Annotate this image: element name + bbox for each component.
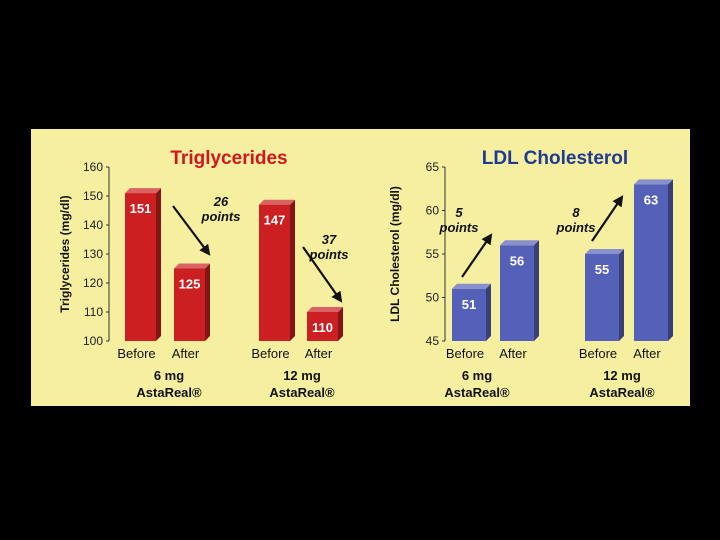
y-tick-label: 100 — [83, 334, 103, 348]
group-dose-label: 12 mg — [603, 368, 641, 383]
group-product-label: AstaReal® — [444, 385, 510, 400]
bar — [500, 245, 534, 341]
bar-side — [205, 263, 210, 341]
x-category-label: Before — [446, 346, 484, 361]
chart-panel: Triglycerides 100 110 120 130 140 150 160 Trigly… — [31, 129, 690, 406]
bar-top — [307, 307, 343, 312]
x-category-label: After — [305, 346, 333, 361]
bar — [585, 254, 619, 341]
change-unit: points — [201, 209, 241, 224]
change-arrow — [302, 246, 343, 303]
charts-svg: Triglycerides 100 110 120 130 140 150 160 Trigly… — [58, 148, 673, 400]
y-tick-label: 130 — [83, 247, 103, 261]
bar-value-label: 147 — [264, 213, 286, 228]
bar — [174, 268, 205, 341]
y-tick-label: 140 — [83, 218, 103, 232]
group-product-label: AstaReal® — [589, 385, 655, 400]
chart-2: LDL Cholesterol 45 50 55 60 65 LDL Cholesterol… — [388, 148, 673, 400]
change-unit: points — [439, 220, 479, 235]
group-dose-label: 6 mg — [462, 368, 492, 383]
chart-title: Triglycerides — [170, 148, 287, 169]
group-product-label: AstaReal® — [269, 385, 335, 400]
x-category-label: After — [499, 346, 527, 361]
change-unit: points — [309, 247, 349, 262]
bar — [125, 193, 156, 341]
bar-side — [534, 240, 539, 341]
y-axis-label: LDL Cholesterol (mg/dl) — [388, 186, 402, 322]
bar-value-label: 55 — [595, 262, 609, 277]
y-tick-label: 50 — [426, 291, 440, 305]
bar — [634, 184, 668, 341]
y-tick-label: 65 — [426, 160, 440, 174]
group-dose-label: 12 mg — [283, 368, 321, 383]
chart-1: Triglycerides 100 110 120 130 140 150 160 Trigly… — [58, 148, 349, 400]
y-tick-label: 150 — [83, 189, 103, 203]
y-tick-label: 45 — [426, 334, 440, 348]
bar-top — [174, 263, 210, 269]
bar — [307, 312, 338, 341]
change-amount: 8 — [572, 205, 580, 220]
bar-value-label: 51 — [462, 297, 476, 312]
bar-side — [619, 249, 624, 341]
change-amount: 5 — [455, 205, 463, 220]
y-tick-label: 110 — [84, 305, 103, 319]
bar-value-label: 125 — [179, 277, 201, 292]
chart-title: LDL Cholesterol — [482, 148, 628, 169]
bar-side — [338, 307, 343, 341]
change-amount: 26 — [213, 194, 229, 209]
group-product-label: AstaReal® — [136, 385, 202, 400]
x-category-label: After — [633, 346, 661, 361]
bar-top — [452, 283, 491, 289]
bar — [259, 204, 290, 341]
bar-side — [156, 188, 161, 341]
y-tick-label: 55 — [426, 247, 440, 261]
group-dose-label: 6 mg — [154, 368, 184, 383]
change-unit: points — [556, 220, 596, 235]
bar-side — [486, 283, 491, 341]
x-category-label: Before — [251, 346, 289, 361]
y-tick-label: 120 — [83, 276, 103, 290]
bar-side — [668, 179, 673, 341]
change-amount: 37 — [322, 232, 337, 247]
bar-side — [290, 199, 295, 341]
x-category-label: Before — [579, 346, 617, 361]
bar-value-label: 56 — [510, 253, 524, 268]
bar-value-label: 151 — [130, 201, 152, 216]
x-category-label: After — [172, 346, 200, 361]
bar-value-label: 63 — [644, 192, 658, 207]
bar-top — [585, 249, 624, 254]
bar-top — [634, 179, 673, 185]
bar-value-label: 110 — [312, 320, 333, 335]
change-arrow — [591, 195, 624, 242]
change-arrow — [461, 233, 493, 278]
y-tick-label: 60 — [426, 204, 440, 218]
bar-top — [500, 240, 539, 246]
y-axis-label: Triglycerides (mg/dl) — [58, 195, 72, 312]
change-arrow — [172, 205, 211, 256]
bar-top — [259, 199, 295, 205]
y-tick-label: 160 — [83, 160, 103, 174]
x-category-label: Before — [117, 346, 155, 361]
bar-top — [125, 188, 161, 194]
bar — [452, 288, 486, 341]
